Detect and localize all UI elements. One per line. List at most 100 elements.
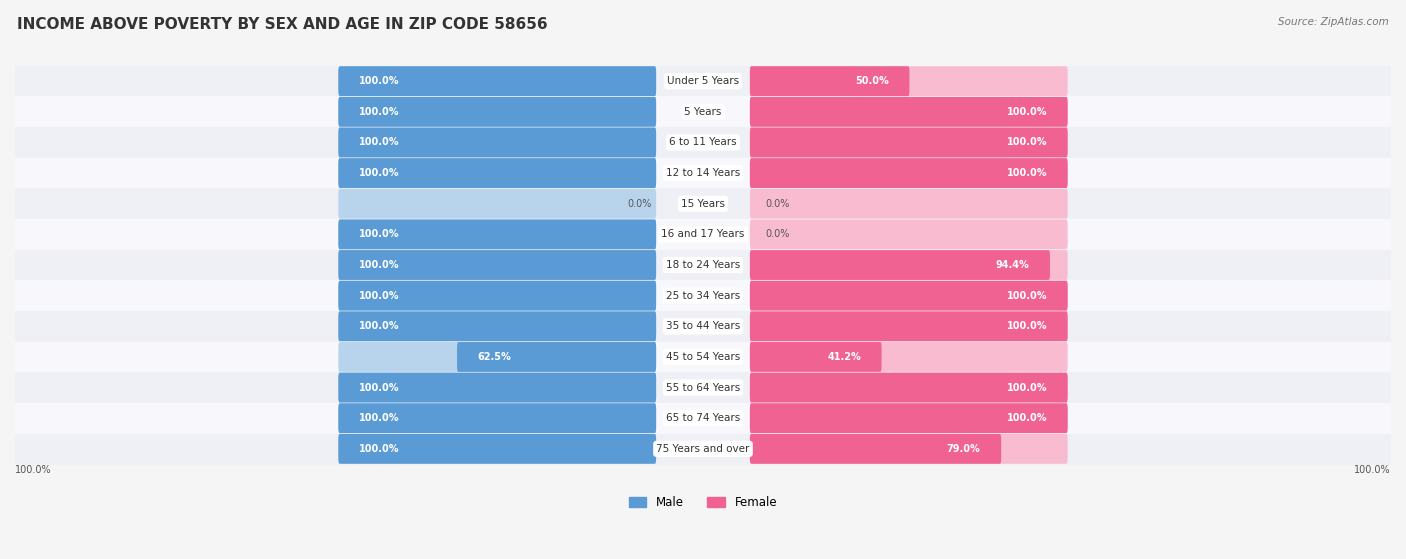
FancyBboxPatch shape — [339, 97, 657, 127]
FancyBboxPatch shape — [749, 67, 910, 96]
FancyBboxPatch shape — [339, 373, 657, 402]
Bar — [15, 219, 1391, 250]
Text: 6 to 11 Years: 6 to 11 Years — [669, 138, 737, 148]
FancyBboxPatch shape — [749, 189, 1067, 219]
Text: 100.0%: 100.0% — [359, 76, 399, 86]
Text: 100.0%: 100.0% — [1007, 413, 1047, 423]
FancyBboxPatch shape — [749, 97, 1067, 127]
FancyBboxPatch shape — [339, 127, 657, 157]
Bar — [15, 403, 1391, 434]
FancyBboxPatch shape — [749, 158, 1067, 188]
Text: 75 Years and over: 75 Years and over — [657, 444, 749, 454]
Bar — [15, 280, 1391, 311]
Text: 25 to 34 Years: 25 to 34 Years — [666, 291, 740, 301]
FancyBboxPatch shape — [749, 342, 1067, 372]
FancyBboxPatch shape — [749, 97, 1067, 127]
Text: 5 Years: 5 Years — [685, 107, 721, 117]
Text: 50.0%: 50.0% — [855, 76, 889, 86]
Text: 94.4%: 94.4% — [995, 260, 1029, 270]
FancyBboxPatch shape — [339, 434, 657, 464]
Text: 100.0%: 100.0% — [359, 291, 399, 301]
Text: 0.0%: 0.0% — [765, 199, 789, 209]
FancyBboxPatch shape — [749, 404, 1067, 433]
Text: 12 to 14 Years: 12 to 14 Years — [666, 168, 740, 178]
FancyBboxPatch shape — [339, 67, 657, 96]
FancyBboxPatch shape — [749, 220, 1067, 249]
Text: 100.0%: 100.0% — [359, 321, 399, 331]
Bar — [15, 158, 1391, 188]
FancyBboxPatch shape — [339, 342, 657, 372]
FancyBboxPatch shape — [339, 158, 657, 188]
FancyBboxPatch shape — [749, 127, 1067, 157]
Bar — [15, 372, 1391, 403]
FancyBboxPatch shape — [339, 311, 657, 341]
Bar — [15, 188, 1391, 219]
Text: Under 5 Years: Under 5 Years — [666, 76, 740, 86]
Legend: Male, Female: Male, Female — [624, 491, 782, 514]
FancyBboxPatch shape — [749, 373, 1067, 402]
FancyBboxPatch shape — [749, 434, 1001, 464]
Text: 55 to 64 Years: 55 to 64 Years — [666, 382, 740, 392]
FancyBboxPatch shape — [749, 250, 1067, 280]
Bar — [15, 127, 1391, 158]
FancyBboxPatch shape — [339, 158, 657, 188]
FancyBboxPatch shape — [749, 281, 1067, 311]
FancyBboxPatch shape — [339, 404, 657, 433]
Text: 100.0%: 100.0% — [359, 107, 399, 117]
Text: 0.0%: 0.0% — [627, 199, 651, 209]
FancyBboxPatch shape — [749, 127, 1067, 157]
Text: 100.0%: 100.0% — [1007, 138, 1047, 148]
Text: Source: ZipAtlas.com: Source: ZipAtlas.com — [1278, 17, 1389, 27]
Text: 100.0%: 100.0% — [1007, 382, 1047, 392]
Bar — [15, 311, 1391, 342]
Text: 100.0%: 100.0% — [1007, 321, 1047, 331]
Text: 100.0%: 100.0% — [359, 382, 399, 392]
FancyBboxPatch shape — [339, 67, 657, 96]
FancyBboxPatch shape — [339, 281, 657, 311]
Text: 100.0%: 100.0% — [359, 229, 399, 239]
FancyBboxPatch shape — [339, 97, 657, 127]
FancyBboxPatch shape — [339, 220, 657, 249]
FancyBboxPatch shape — [339, 250, 657, 280]
Text: 79.0%: 79.0% — [946, 444, 980, 454]
FancyBboxPatch shape — [749, 373, 1067, 402]
FancyBboxPatch shape — [339, 373, 657, 402]
Text: INCOME ABOVE POVERTY BY SEX AND AGE IN ZIP CODE 58656: INCOME ABOVE POVERTY BY SEX AND AGE IN Z… — [17, 17, 547, 32]
Bar — [15, 97, 1391, 127]
Bar — [15, 66, 1391, 97]
Text: 16 and 17 Years: 16 and 17 Years — [661, 229, 745, 239]
FancyBboxPatch shape — [749, 434, 1067, 464]
FancyBboxPatch shape — [749, 342, 882, 372]
FancyBboxPatch shape — [749, 311, 1067, 341]
Text: 100.0%: 100.0% — [1007, 168, 1047, 178]
FancyBboxPatch shape — [749, 311, 1067, 341]
Text: 18 to 24 Years: 18 to 24 Years — [666, 260, 740, 270]
FancyBboxPatch shape — [339, 281, 657, 311]
Text: 100.0%: 100.0% — [1007, 107, 1047, 117]
Text: 100.0%: 100.0% — [359, 138, 399, 148]
Bar — [15, 342, 1391, 372]
Text: 100.0%: 100.0% — [359, 260, 399, 270]
Text: 100.0%: 100.0% — [1007, 291, 1047, 301]
Text: 41.2%: 41.2% — [827, 352, 860, 362]
FancyBboxPatch shape — [339, 189, 657, 219]
FancyBboxPatch shape — [749, 250, 1050, 280]
Bar — [15, 250, 1391, 280]
FancyBboxPatch shape — [749, 281, 1067, 311]
Bar — [15, 434, 1391, 464]
Text: 100.0%: 100.0% — [15, 465, 52, 475]
Text: 62.5%: 62.5% — [478, 352, 512, 362]
FancyBboxPatch shape — [749, 404, 1067, 433]
Text: 100.0%: 100.0% — [359, 444, 399, 454]
Text: 100.0%: 100.0% — [359, 168, 399, 178]
Text: 100.0%: 100.0% — [359, 413, 399, 423]
FancyBboxPatch shape — [339, 404, 657, 433]
Text: 45 to 54 Years: 45 to 54 Years — [666, 352, 740, 362]
FancyBboxPatch shape — [339, 250, 657, 280]
FancyBboxPatch shape — [339, 127, 657, 157]
Text: 0.0%: 0.0% — [765, 229, 789, 239]
Text: 65 to 74 Years: 65 to 74 Years — [666, 413, 740, 423]
Text: 35 to 44 Years: 35 to 44 Years — [666, 321, 740, 331]
Text: 15 Years: 15 Years — [681, 199, 725, 209]
FancyBboxPatch shape — [457, 342, 657, 372]
